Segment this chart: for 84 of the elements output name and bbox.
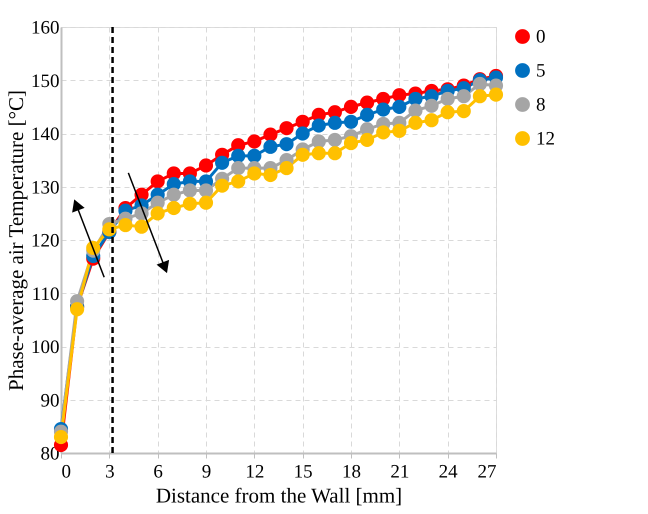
- point: [247, 148, 262, 163]
- point: [344, 100, 358, 114]
- point: [424, 98, 439, 113]
- point: [215, 178, 230, 193]
- point: [312, 146, 326, 160]
- point: [472, 89, 487, 104]
- point: [440, 92, 455, 106]
- point: [70, 302, 84, 316]
- point: [54, 430, 68, 444]
- point: [263, 128, 278, 142]
- x-tick-label: 3: [105, 462, 115, 482]
- point: [488, 88, 504, 102]
- x-tick-label: 27: [478, 462, 496, 482]
- point: [182, 196, 197, 211]
- point: [424, 113, 439, 128]
- point: [150, 206, 165, 220]
- legend-label: 12: [536, 128, 555, 150]
- y-tick-label: 130: [31, 177, 60, 198]
- y-tick-label: 120: [31, 230, 60, 252]
- point: [408, 104, 423, 118]
- point: [344, 114, 358, 129]
- point: [231, 174, 246, 188]
- x-tick-label: 12: [245, 462, 264, 482]
- point: [296, 126, 310, 141]
- point: [263, 168, 278, 182]
- point: [279, 121, 294, 136]
- point: [150, 174, 165, 188]
- x-tick-label: 24: [438, 462, 458, 482]
- point: [456, 89, 471, 104]
- y-tick-label: 100: [31, 337, 60, 358]
- x-axis-title: Distance from the Wall [mm]: [156, 484, 402, 508]
- point: [198, 183, 214, 198]
- legend-label: 0: [536, 26, 546, 48]
- point: [166, 188, 181, 202]
- point: [263, 140, 278, 154]
- point: [328, 132, 342, 147]
- point: [328, 116, 342, 130]
- point: [198, 196, 214, 210]
- x-tick-label: 6: [153, 462, 163, 482]
- point: [440, 105, 455, 120]
- legend-label: 8: [536, 94, 546, 116]
- point: [344, 136, 358, 150]
- point: [408, 116, 423, 130]
- point: [360, 108, 374, 122]
- point: [296, 114, 310, 129]
- y-tick-label: 90: [40, 390, 60, 412]
- point: [279, 137, 294, 152]
- point: [472, 76, 487, 92]
- x-tick-label: 18: [342, 462, 361, 482]
- point: [456, 104, 471, 118]
- point: [360, 96, 374, 110]
- point: [392, 124, 406, 138]
- point: [166, 200, 181, 216]
- point: [118, 218, 133, 232]
- point: [102, 222, 116, 236]
- point: [376, 125, 390, 140]
- point: [231, 148, 246, 163]
- point: [408, 92, 423, 106]
- point: [312, 118, 326, 133]
- point: [215, 156, 230, 170]
- point: [247, 134, 262, 149]
- point: [392, 88, 406, 102]
- x-tick-label: 0: [62, 462, 71, 482]
- point: [279, 161, 294, 176]
- y-axis-title: Phase-average air Temperature [°C]: [4, 90, 28, 391]
- point: [134, 220, 149, 234]
- point: [360, 132, 374, 147]
- y-tick-label: 160: [31, 18, 60, 38]
- point: [328, 146, 342, 160]
- point: [231, 161, 246, 176]
- point: [312, 134, 326, 149]
- x-tick-label: 15: [294, 462, 313, 482]
- y-tick-label: 150: [31, 70, 60, 92]
- x-tick-label: 9: [202, 462, 212, 482]
- point: [296, 148, 310, 162]
- legend-label: 5: [536, 60, 546, 82]
- point: [376, 102, 390, 117]
- x-tick-label: 21: [390, 462, 410, 482]
- y-tick-label: 110: [32, 284, 60, 305]
- point: [392, 100, 406, 114]
- point: [198, 158, 214, 173]
- point: [247, 166, 262, 180]
- point: [182, 183, 197, 198]
- y-tick-label: 140: [31, 124, 60, 145]
